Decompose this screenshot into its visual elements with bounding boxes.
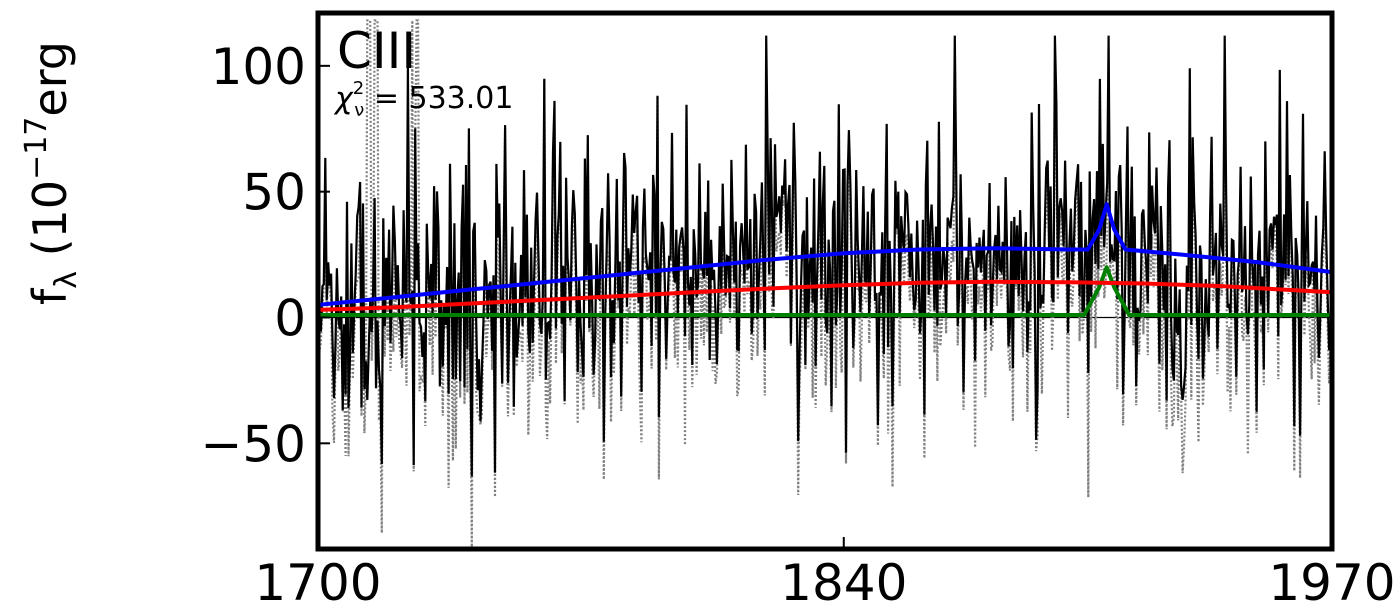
y-tick-label: 50: [242, 164, 306, 222]
y-tick-label: 0: [274, 289, 306, 347]
y-tick-label: −50: [200, 415, 306, 473]
series-data-spectrum: [318, 35, 1332, 477]
axis-ticks: 1700 1840 1970 100 50 0 −50: [200, 38, 1395, 610]
plot-area: [318, 19, 1332, 549]
x-tick-label: 1970: [1268, 554, 1395, 610]
series-total-model: [318, 202, 1332, 307]
chi-square-annotation: χ2 ν = 533.01: [333, 78, 513, 121]
y-axis-label: fλ (10−17erg: [19, 41, 84, 305]
y-tick-label: 100: [211, 38, 306, 96]
line-name-annotation: CIII: [337, 22, 416, 80]
series-error-spectrum: [318, 19, 1332, 549]
x-tick-label: 1700: [254, 554, 381, 610]
x-tick-label: 1840: [780, 554, 907, 610]
series-line-component: [318, 265, 1332, 317]
series-continuum: [318, 279, 1332, 312]
plot-frame: [315, 10, 1335, 552]
